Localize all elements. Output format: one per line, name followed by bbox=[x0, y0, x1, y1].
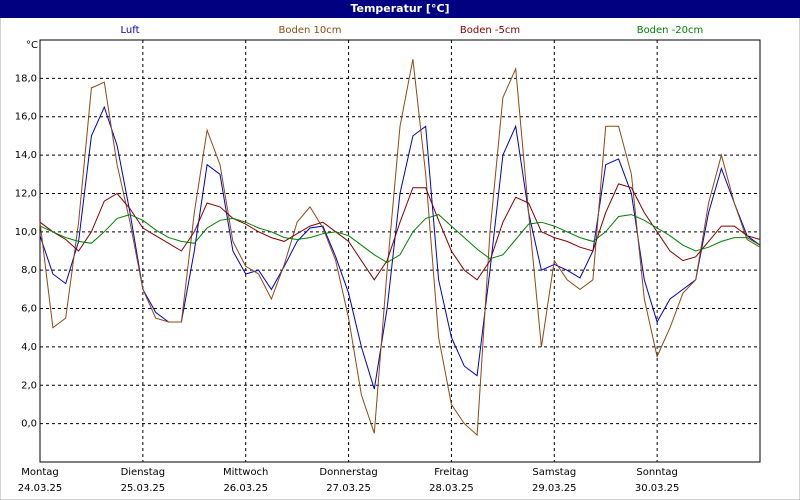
y-tick-label: 6,0 bbox=[21, 304, 37, 315]
plot-frame bbox=[39, 39, 761, 463]
x-tick-date: 27.03.25 bbox=[326, 483, 371, 494]
y-tick-label: 8,0 bbox=[21, 265, 37, 276]
x-tick-label: Freitag bbox=[434, 467, 468, 478]
legend-entry: Boden -5cm bbox=[460, 25, 520, 36]
x-tick-label: Montag bbox=[21, 467, 58, 478]
x-tick-date: 26.03.25 bbox=[223, 483, 268, 494]
y-tick-label: 10,0 bbox=[15, 227, 37, 238]
legend-entry: Luft bbox=[121, 25, 140, 36]
y-tick-label: 4,0 bbox=[21, 342, 37, 353]
x-tick-date: 28.03.25 bbox=[429, 483, 474, 494]
x-tick-date: 24.03.25 bbox=[18, 483, 63, 494]
x-tick-label: Donnerstag bbox=[319, 467, 377, 478]
y-tick-label: 16,0 bbox=[15, 112, 37, 123]
series-line bbox=[39, 183, 761, 281]
title-bar bbox=[0, 0, 800, 18]
y-tick-label: 0,0 bbox=[21, 419, 37, 430]
chart-title: Temperatur [°C] bbox=[350, 2, 449, 15]
series-line bbox=[39, 59, 761, 437]
x-tick-date: 25.03.25 bbox=[121, 483, 166, 494]
x-tick-date: 29.03.25 bbox=[532, 483, 577, 494]
y-unit: °C bbox=[26, 40, 38, 51]
y-tick-label: 12,0 bbox=[15, 188, 37, 199]
legend-entry: Boden 10cm bbox=[279, 25, 342, 36]
y-tick-label: 2,0 bbox=[21, 380, 37, 391]
legend-entry: Boden -20cm bbox=[637, 25, 704, 36]
x-tick-label: Mittwoch bbox=[223, 467, 268, 478]
x-tick-label: Sonntag bbox=[636, 467, 678, 478]
x-tick-label: Samstag bbox=[532, 467, 576, 478]
y-tick-label: 18,0 bbox=[15, 73, 37, 84]
series-line bbox=[39, 214, 761, 264]
series-line bbox=[39, 105, 761, 390]
x-tick-date: 30.03.25 bbox=[635, 483, 680, 494]
x-tick-label: Dienstag bbox=[121, 467, 166, 478]
y-tick-label: 14,0 bbox=[15, 150, 37, 161]
